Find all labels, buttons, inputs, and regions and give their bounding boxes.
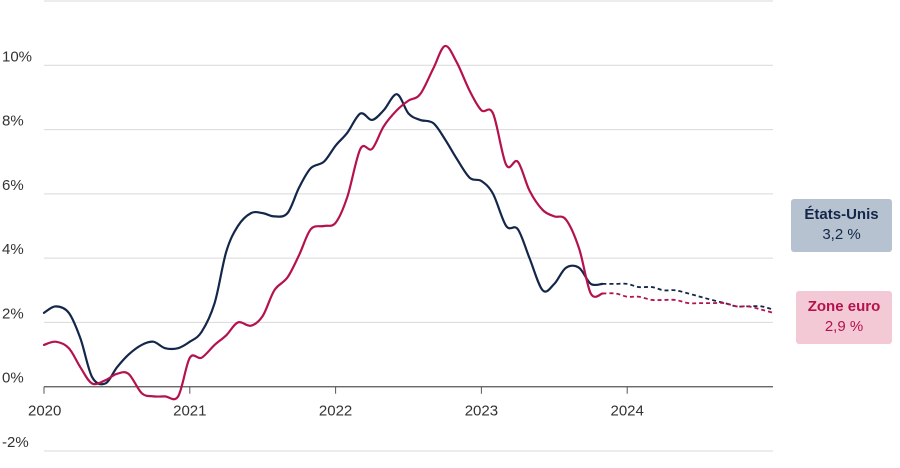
y-tick-label: -2% — [2, 434, 29, 451]
y-tick-label: 6% — [2, 177, 24, 194]
x-tick-label: 2024 — [611, 403, 644, 420]
forecast-line-us — [602, 282, 774, 311]
x-tick-label: 2023 — [465, 403, 498, 420]
legend-us-value: 3,2 % — [822, 226, 861, 243]
gridlines: -2% 0% 2% 4% 6% 8% 10% 12% — [2, 0, 773, 452]
y-tick-label: 0% — [2, 370, 24, 387]
legend-eu-value: 2,9 % — [824, 318, 864, 335]
legend-eu-name: Zone euro — [807, 298, 881, 315]
y-tick-label: 12% — [2, 0, 32, 1]
x-tick-label: 2022 — [319, 403, 352, 420]
y-tick-label: 8% — [2, 113, 24, 130]
x-tick-label: 2020 — [28, 403, 61, 420]
x-axis: 2020 2021 2022 2023 2024 — [28, 386, 644, 420]
y-tick-label: 4% — [2, 241, 24, 258]
series-lines — [42, 44, 774, 401]
y-tick-label: 2% — [2, 305, 24, 322]
y-tick-label: 10% — [2, 48, 32, 65]
legend-us-name: États-Unis — [804, 206, 879, 223]
series-line-eurozone — [42, 44, 604, 401]
x-tick-label: 2021 — [173, 403, 206, 420]
legend-label-us: États-Unis 3,2 % — [791, 199, 892, 252]
series-line-us — [42, 93, 604, 386]
legend-label-eurozone: Zone euro 2,9 % — [796, 291, 892, 344]
forecast-line-eurozone — [602, 292, 774, 314]
